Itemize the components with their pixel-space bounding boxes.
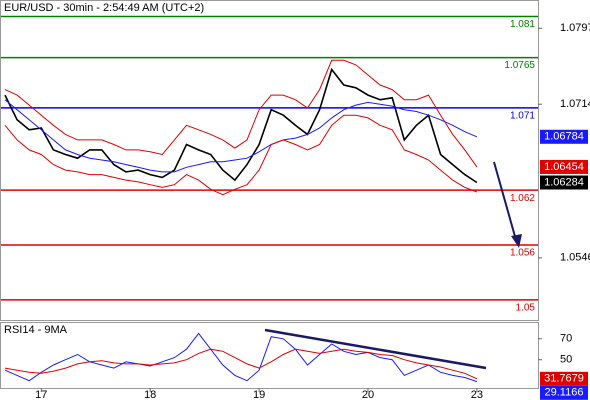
x-tick-label: 20 (362, 389, 374, 400)
series-line (4, 114, 478, 196)
price-panel (0, 0, 539, 321)
value-box-label: 29.1166 (545, 387, 584, 399)
level-label: 1.071 (510, 111, 535, 122)
y-tick-label: 1.0797 (560, 22, 590, 34)
series-line (4, 59, 478, 168)
y-tick-label: 70 (560, 333, 572, 345)
x-tick-label: 19 (253, 389, 265, 400)
forecast-arrow (493, 161, 517, 241)
chart-title: EUR/USD - 30min - 2:54:49 AM (UTC+2) (4, 2, 204, 14)
level-label: 1.0765 (504, 60, 535, 71)
series-line (4, 99, 478, 173)
value-box-label: 31.7679 (544, 373, 584, 385)
rsi-panel (0, 322, 539, 389)
level-label: 1.056 (510, 248, 535, 259)
value-box (540, 175, 588, 190)
value-box (540, 159, 588, 174)
x-tick-label: 23 (471, 389, 483, 400)
level-label: 1.081 (510, 19, 535, 30)
series-line (4, 348, 478, 380)
value-box-label: 1.06784 (544, 131, 584, 143)
rsi-title: RSI14 - 9MA (4, 324, 68, 336)
y-tick-label: 50 (560, 354, 572, 366)
value-box (540, 371, 588, 386)
series-line (4, 67, 478, 184)
y-tick-label: 1.0546 (560, 252, 590, 264)
value-box-label: 1.06454 (544, 161, 584, 173)
value-box (540, 129, 588, 144)
arrow-head (511, 234, 522, 248)
x-tick-label: 18 (144, 389, 156, 400)
series-line (4, 332, 478, 383)
level-label: 1.062 (510, 193, 535, 204)
y-tick-label: 1.0714 (560, 98, 590, 110)
value-box-label: 1.06284 (544, 176, 584, 188)
level-label: 1.05 (516, 303, 536, 314)
value-box (540, 385, 588, 400)
x-tick-label: 17 (35, 389, 47, 400)
rsi-trendline (264, 328, 487, 370)
